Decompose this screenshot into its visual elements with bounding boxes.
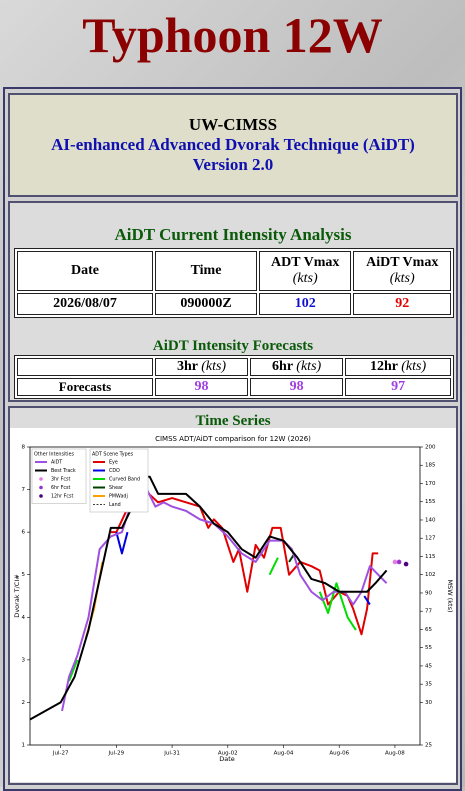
col-label: ADT Vmax	[271, 255, 340, 270]
y2-tick-label: 185	[425, 463, 436, 469]
y2-tick-label: 55	[425, 645, 432, 651]
cell: 92	[353, 293, 451, 315]
legend-label: PMWadj	[109, 494, 128, 500]
cell: 98	[155, 378, 249, 396]
legend-box	[89, 448, 149, 513]
legend-swatch	[39, 494, 43, 498]
y2-tick-label: 127	[425, 536, 436, 542]
legend-label: 12hr Fcst	[51, 494, 74, 500]
col-unit: (kts)	[296, 359, 322, 374]
legend-label: Best Track	[51, 468, 76, 474]
page-title: Typhoon 12W	[82, 7, 383, 63]
cell: 97	[345, 378, 451, 396]
col-header: ADT Vmax (kts)	[259, 251, 352, 291]
time-series-heading: Time Series	[195, 413, 271, 429]
legend-label: 3hr Fcst	[51, 477, 70, 483]
x-tick-label: Aug-02	[218, 751, 238, 757]
col-header: 6hr (kts)	[250, 358, 344, 376]
cell: 090000Z	[155, 293, 257, 315]
y-axis-label: Dvorak T/CI#	[13, 574, 21, 617]
y2-tick-label: 90	[425, 590, 432, 596]
x-tick-label: Aug-08	[385, 751, 405, 757]
y-tick-label: 5	[22, 572, 26, 578]
y-tick-label: 2	[22, 700, 26, 706]
y-tick-label: 4	[22, 615, 26, 621]
cell: 98	[250, 378, 344, 396]
series-line	[68, 557, 357, 682]
cell: 102	[259, 293, 352, 315]
x-tick-label: Aug-06	[329, 751, 349, 757]
forecast-dot	[403, 561, 409, 567]
col-label: AiDT Vmax	[366, 255, 439, 270]
legend-label: Eye	[109, 460, 118, 466]
legend-label: 6hr Fcst	[51, 485, 70, 491]
chart: CIMSS ADT/AiDT comparison for 12W (2026)…	[10, 428, 456, 782]
y2-tick-label: 30	[425, 700, 432, 706]
y-tick-label: 3	[22, 657, 26, 663]
y2-tick-label: 140	[425, 517, 436, 523]
col-unit: (kts)	[401, 359, 427, 374]
cell: 2026/08/07	[17, 293, 153, 315]
forecast-table: 3hr (kts) 6hr (kts) 12hr (kts) Forecasts…	[14, 355, 454, 399]
y2-axis-label: MSW (kts)	[446, 580, 454, 613]
x-tick-label: Jul-27	[52, 751, 69, 757]
y-tick-label: 1	[22, 743, 26, 749]
forecast-heading: AiDT Intensity Forecasts	[152, 338, 314, 354]
legend-label: CDO	[109, 468, 120, 474]
analysis-heading: AiDT Current Intensity Analysis	[114, 225, 352, 244]
legend-label: Curved Band	[109, 477, 140, 483]
org: UW-CIMSS	[188, 115, 278, 134]
y-tick-label: 8	[22, 445, 26, 451]
col-label: 6hr	[272, 359, 293, 374]
forecast-dot	[392, 559, 398, 565]
legend-label: AiDT	[51, 460, 62, 466]
y2-tick-label: 200	[425, 445, 436, 451]
col-header: Time	[155, 251, 257, 291]
y2-tick-label: 35	[425, 682, 432, 688]
y2-tick-label: 45	[425, 663, 432, 669]
col-header: AiDT Vmax (kts)	[353, 251, 451, 291]
product: AI-enhanced Advanced Dvorak Technique (A…	[51, 135, 415, 154]
intro-panel: UW-CIMSS AI-enhanced Advanced Dvorak Tec…	[8, 93, 458, 197]
y-tick-label: 6	[22, 530, 26, 536]
legend-label: Shear	[109, 485, 123, 491]
col-label: 3hr	[176, 359, 198, 374]
legend-title: Other Intensities	[34, 452, 74, 458]
y-tick-label: 7	[22, 487, 26, 493]
series-line	[29, 475, 388, 721]
series-line	[115, 531, 371, 606]
cell	[17, 358, 153, 376]
chart-title: CIMSS ADT/AiDT comparison for 12W (2026)	[155, 435, 311, 443]
current-table: Date Time ADT Vmax (kts) AiDT Vmax (kts) 2…	[14, 248, 454, 318]
x-axis-label: Date	[219, 755, 235, 763]
col-header: 3hr (kts)	[155, 358, 249, 376]
legend-title: ADT Scene Types	[92, 452, 134, 458]
col-unit: (kts)	[201, 359, 227, 374]
col-header: Date	[17, 251, 153, 291]
col-unit: (kts)	[389, 271, 415, 286]
forecast-dot	[396, 559, 402, 565]
col-label: 12hr	[370, 359, 398, 374]
x-tick-label: Aug-04	[274, 751, 294, 757]
y2-tick-label: 25	[425, 743, 432, 749]
y2-tick-label: 155	[425, 499, 436, 505]
y2-tick-label: 77	[425, 609, 432, 615]
y2-tick-label: 65	[425, 627, 432, 633]
col-unit: (kts)	[292, 271, 318, 286]
legend-label: Land	[109, 502, 121, 508]
version: Version 2.0	[192, 155, 274, 174]
row-label: Forecasts	[17, 378, 153, 396]
y2-tick-label: 115	[425, 554, 436, 560]
x-tick-label: Jul-31	[163, 751, 180, 757]
legend-swatch	[39, 485, 43, 490]
y2-tick-label: 102	[425, 572, 436, 578]
analysis-panel: AiDT Current Intensity Analysis Date Tim…	[8, 201, 458, 402]
plot-area	[29, 446, 421, 746]
y2-tick-label: 170	[425, 481, 436, 487]
x-tick-label: Jul-29	[108, 751, 125, 757]
col-header: 12hr (kts)	[345, 358, 451, 376]
legend-swatch	[39, 477, 43, 481]
